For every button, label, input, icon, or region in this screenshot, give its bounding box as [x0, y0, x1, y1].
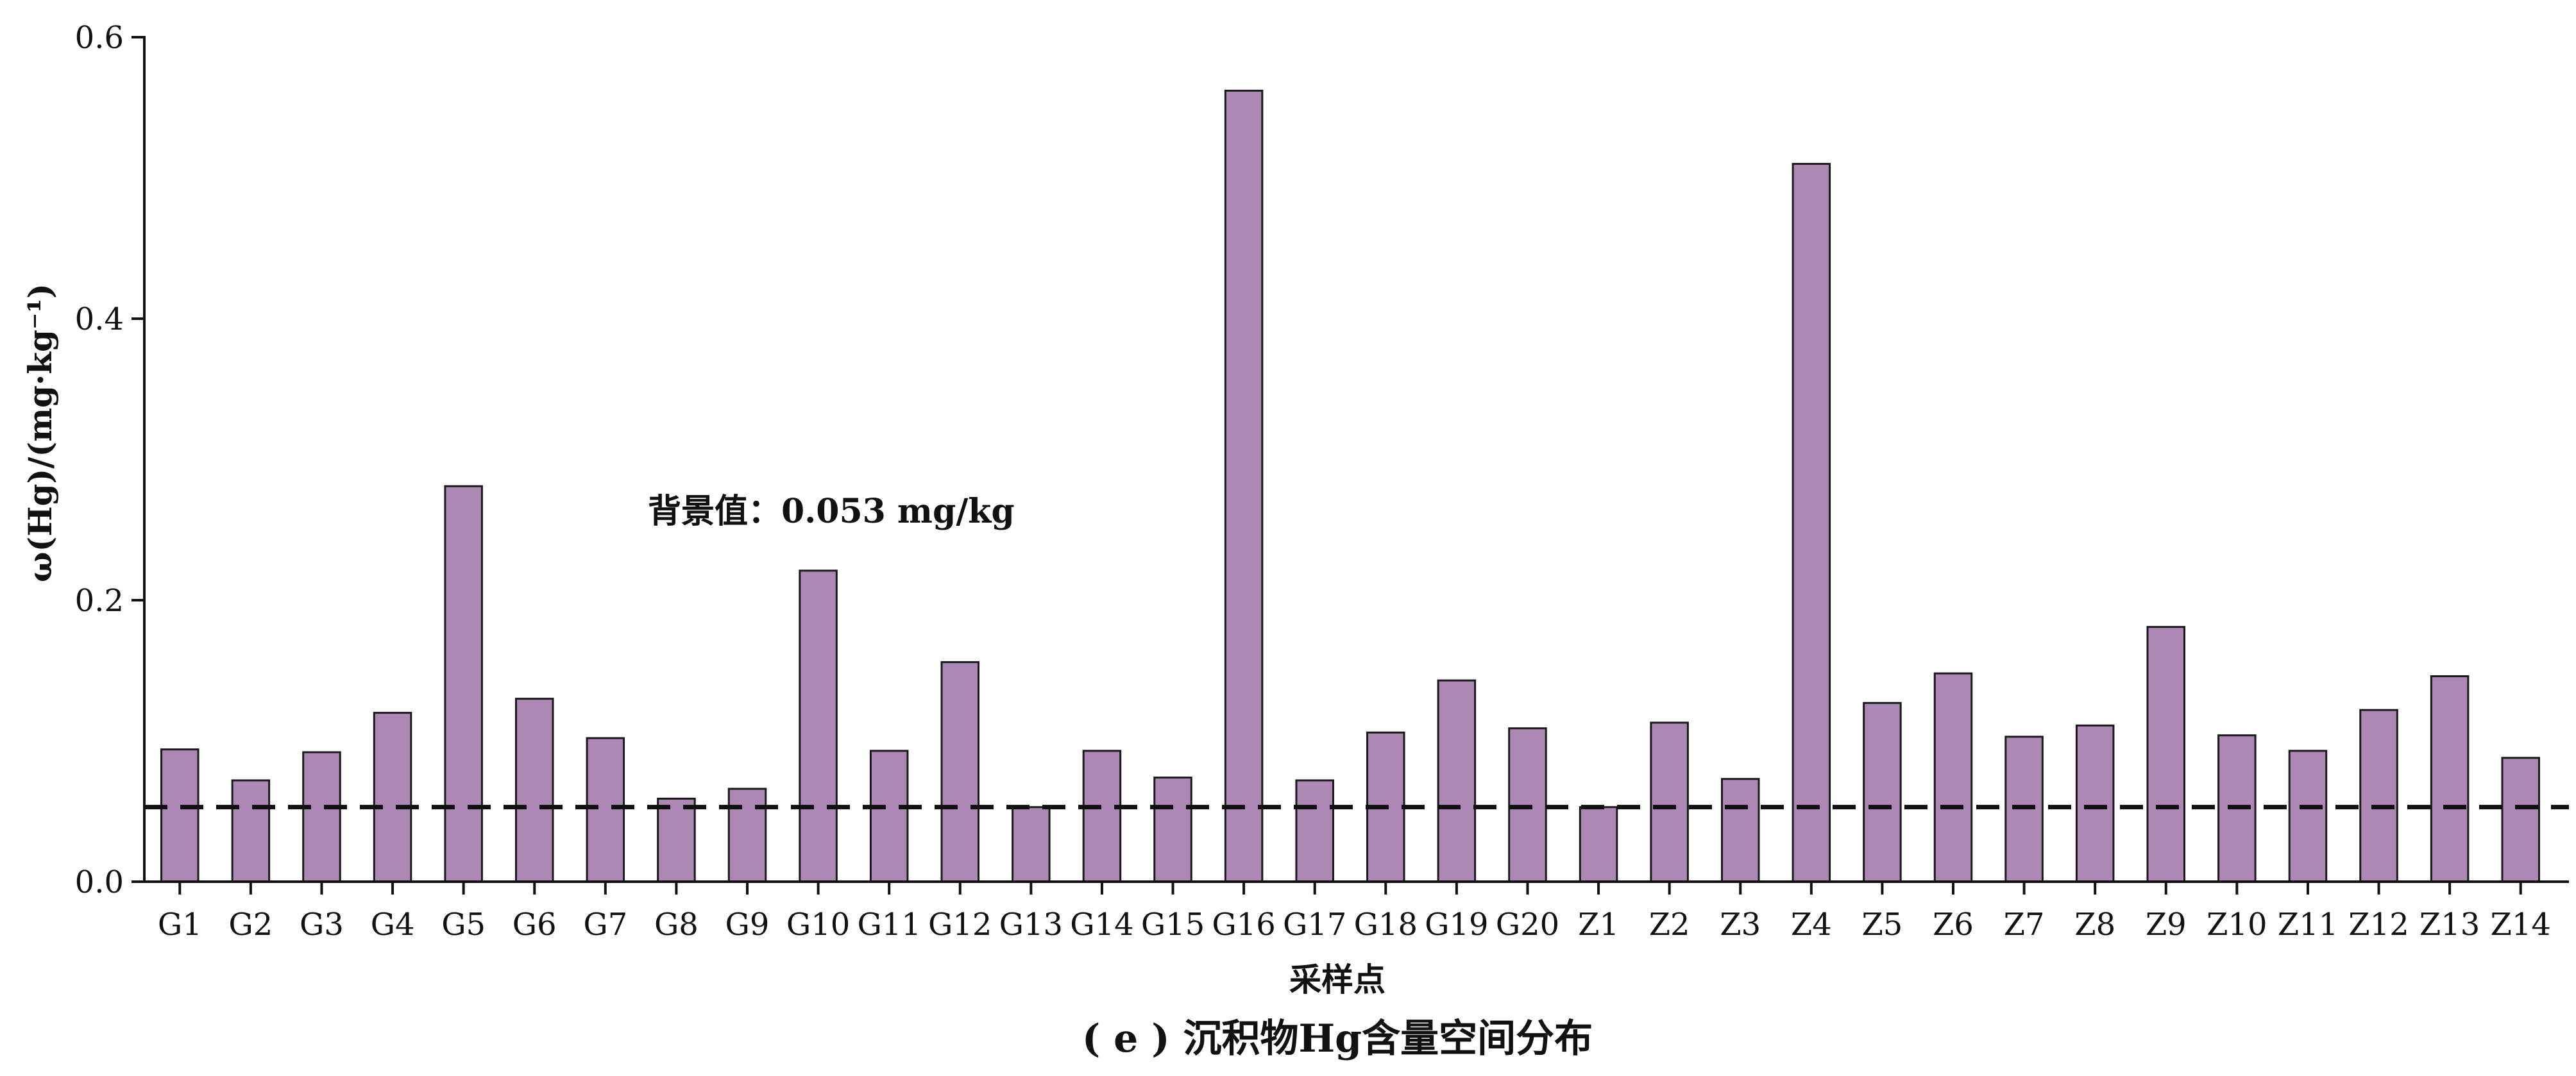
- x-tick-label-g18: G18: [1354, 907, 1418, 943]
- x-tick-label-z13: Z13: [2419, 907, 2480, 943]
- x-tick-label-g12: G12: [928, 907, 992, 943]
- x-axis-title: 采样点: [1289, 961, 1385, 998]
- figure-caption: ( e ) 沉积物Hg含量空间分布: [1082, 1016, 1593, 1061]
- x-tick-label-z9: Z9: [2146, 907, 2187, 943]
- bar-z9: [2146, 626, 2186, 883]
- bar-g15: [1153, 777, 1192, 883]
- bar-g6: [514, 698, 554, 883]
- bar-z2: [1650, 721, 1689, 883]
- bar-g2: [231, 779, 271, 883]
- x-tick-label-g9: G9: [725, 907, 770, 943]
- bar-g3: [302, 751, 341, 883]
- x-tick-label-g19: G19: [1425, 907, 1488, 943]
- bar-g1: [160, 748, 199, 883]
- bar-g7: [586, 737, 625, 883]
- bar-g10: [799, 569, 838, 883]
- y-tick-layer: 0.0 0.2 0.4 0.6: [75, 20, 144, 900]
- y-tick-label: 0.2: [75, 583, 124, 619]
- x-tick-label-z14: Z14: [2490, 907, 2550, 943]
- bar-g5: [444, 485, 483, 883]
- bar-g12: [940, 661, 980, 883]
- background-value-annotation: 背景值：0.053 mg/kg: [648, 492, 1015, 531]
- bars-layer: [160, 89, 2540, 883]
- bar-z3: [1720, 778, 1760, 883]
- x-tick-label-z10: Z10: [2207, 907, 2267, 943]
- x-tick-label-g17: G17: [1283, 907, 1346, 943]
- bar-z13: [2430, 675, 2470, 883]
- x-tick-label-g15: G15: [1141, 907, 1205, 943]
- x-tick-label-g6: G6: [513, 907, 557, 943]
- x-tick-label-g4: G4: [371, 907, 415, 943]
- bar-g11: [869, 750, 909, 883]
- y-axis-title: ω(Hg)/(mg·kg⁻¹): [21, 283, 59, 582]
- x-tick-label-z12: Z12: [2348, 907, 2409, 943]
- bar-g8: [657, 797, 696, 883]
- x-tick-label-g14: G14: [1070, 907, 1133, 943]
- x-tick-label-z8: Z8: [2074, 907, 2115, 943]
- x-tick-layer: G1 G2 G3 G4 G5 G6 G7 G8 G9 G10 G11 G12 G13 G14 G15 G16 G…: [158, 882, 2551, 943]
- bar-z12: [2359, 709, 2398, 883]
- x-tick-label-g3: G3: [300, 907, 344, 943]
- bar-g4: [373, 712, 412, 883]
- x-tick-label-g1: G1: [158, 907, 202, 943]
- bar-z14: [2501, 757, 2540, 883]
- x-tick-label-g8: G8: [654, 907, 699, 943]
- x-tick-label-z1: Z1: [1578, 907, 1619, 943]
- bar-g19: [1437, 679, 1477, 883]
- bar-g14: [1082, 750, 1122, 883]
- axes-layer: [143, 36, 2569, 883]
- x-tick-label-z7: Z7: [2004, 907, 2045, 943]
- x-tick-label-g20: G20: [1496, 907, 1559, 943]
- bar-z11: [2288, 750, 2328, 883]
- x-tick-label-z3: Z3: [1720, 907, 1761, 943]
- bar-g17: [1295, 779, 1334, 883]
- x-tick-label-z4: Z4: [1791, 907, 1832, 943]
- bar-z1: [1579, 806, 1618, 883]
- x-tick-label-z11: Z11: [2278, 907, 2338, 943]
- x-tick-label-g16: G16: [1212, 907, 1275, 943]
- x-tick-label-z6: Z6: [1933, 907, 1974, 943]
- x-tick-label-g11: G11: [857, 907, 920, 943]
- y-tick-label: 0.6: [75, 20, 124, 56]
- bar-z5: [1863, 702, 1902, 883]
- bar-g9: [727, 787, 767, 883]
- x-tick-label-z5: Z5: [1861, 907, 1902, 943]
- x-tick-label-g13: G13: [999, 907, 1063, 943]
- x-tick-label-g10: G10: [786, 907, 850, 943]
- x-tick-label-g7: G7: [583, 907, 627, 943]
- x-tick-label-z2: Z2: [1649, 907, 1690, 943]
- x-tick-label-g2: G2: [228, 907, 273, 943]
- bar-g16: [1224, 89, 1264, 883]
- y-tick-label: 0.4: [75, 301, 124, 337]
- x-tick-label-g5: G5: [441, 907, 486, 943]
- bar-z8: [2075, 724, 2115, 883]
- bar-z6: [1933, 672, 1973, 883]
- y-tick-label: 0.0: [75, 864, 124, 900]
- bar-g13: [1012, 806, 1051, 883]
- bar-z4: [1792, 163, 1831, 883]
